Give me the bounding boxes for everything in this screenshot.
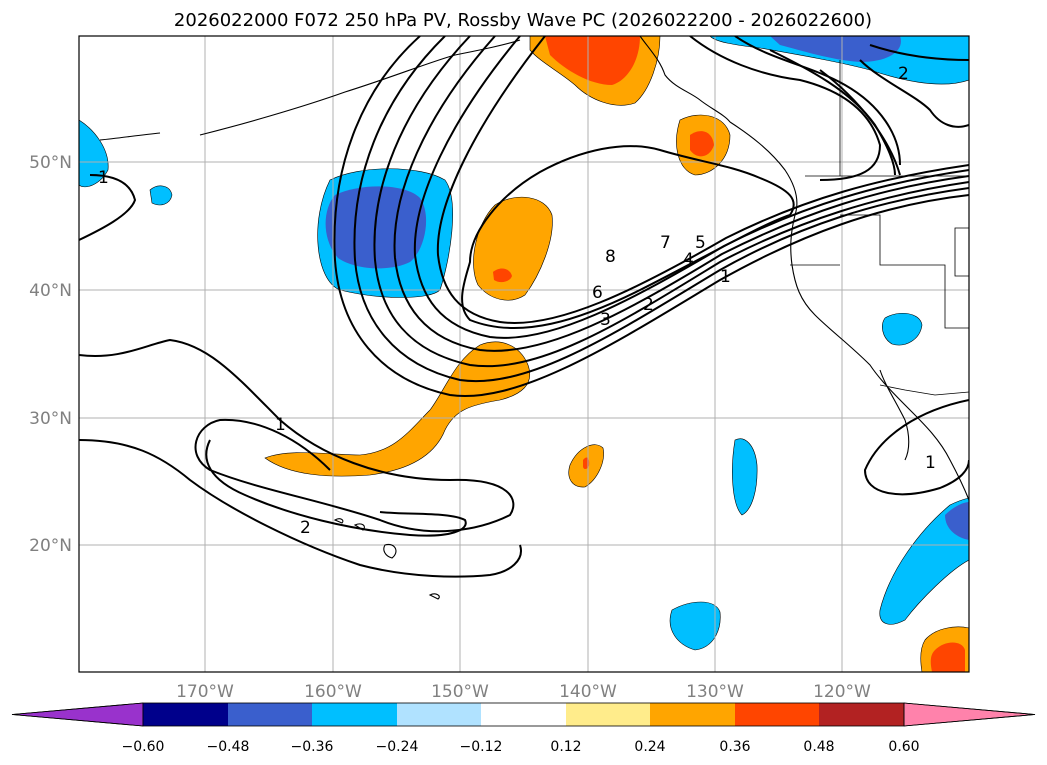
colorbar-swatch bbox=[819, 703, 904, 726]
pos-anomaly-central bbox=[473, 196, 553, 301]
pv-shading bbox=[79, 36, 969, 672]
colorbar-label: 0.48 bbox=[803, 739, 834, 755]
contour-label: 1 bbox=[720, 267, 731, 287]
colorbar-label: 0.12 bbox=[550, 739, 581, 755]
colorbar-label: −0.12 bbox=[460, 739, 503, 755]
political-borders bbox=[790, 60, 969, 396]
contour-label: 5 bbox=[695, 233, 706, 253]
contour-label: 2 bbox=[898, 64, 909, 84]
contour-label: 3 bbox=[600, 310, 611, 330]
contour-label: 1 bbox=[925, 453, 936, 473]
colorbar-swatch bbox=[481, 703, 566, 726]
contour-label: 4 bbox=[683, 250, 694, 270]
latitude-labels: 50°N 40°N 30°N 20°N bbox=[29, 153, 72, 556]
colorbar-frame bbox=[142, 702, 905, 727]
colorbar-arrow-low bbox=[11, 702, 144, 727]
colorbar-label: 0.36 bbox=[719, 739, 750, 755]
contour-label: 7 bbox=[660, 233, 671, 253]
contour-label: 2 bbox=[643, 295, 654, 315]
lon-label: 150°W bbox=[431, 682, 489, 702]
lon-label: 130°W bbox=[686, 682, 744, 702]
colorbar-label: −0.36 bbox=[291, 739, 334, 755]
lat-label: 50°N bbox=[29, 153, 72, 173]
neg-anomaly-subtropics-a bbox=[732, 438, 758, 516]
lon-label: 140°W bbox=[559, 682, 617, 702]
pv-contours bbox=[79, 36, 969, 578]
map-frame bbox=[78, 35, 970, 673]
coastlines bbox=[99, 36, 969, 600]
figure-title: 2026022000 F072 250 hPa PV, Rossby Wave … bbox=[174, 10, 872, 31]
colorbar-label: −0.60 bbox=[122, 739, 165, 755]
colorbar-label: 0.60 bbox=[888, 739, 919, 755]
colorbar-label: 0.24 bbox=[634, 739, 665, 755]
contour-labels: 1 2 3 4 5 6 7 8 1 2 2 1 1 bbox=[98, 64, 936, 538]
contour-label: 1 bbox=[275, 415, 286, 435]
colorbar-label: −0.48 bbox=[207, 739, 250, 755]
colorbar-swatch bbox=[650, 703, 735, 726]
colorbar: −0.60 −0.48 −0.36 −0.24 −0.12 0.12 0.24 … bbox=[11, 702, 1036, 755]
lat-label: 40°N bbox=[29, 281, 72, 301]
colorbar-swatch bbox=[735, 703, 819, 726]
lon-label: 160°W bbox=[304, 682, 362, 702]
contour-label: 2 bbox=[300, 518, 311, 538]
gridlines bbox=[79, 36, 969, 672]
neg-anomaly-top-right bbox=[709, 36, 969, 85]
contour-label: 8 bbox=[605, 247, 616, 267]
neg-anomaly-west-edge bbox=[79, 119, 109, 188]
longitude-labels: 170°W 160°W 150°W 140°W 130°W 120°W bbox=[176, 682, 871, 702]
contour-label: 1 bbox=[98, 168, 109, 188]
colorbar-swatch bbox=[312, 703, 397, 726]
lon-label: 120°W bbox=[813, 682, 871, 702]
lat-label: 30°N bbox=[29, 409, 72, 429]
lon-label: 170°W bbox=[176, 682, 234, 702]
colorbar-swatch bbox=[397, 703, 481, 726]
colorbar-swatch bbox=[143, 703, 228, 726]
colorbar-arrow-high bbox=[903, 702, 1036, 727]
colorbar-swatch bbox=[228, 703, 312, 726]
colorbar-label: −0.24 bbox=[376, 739, 419, 755]
contour-label: 6 bbox=[592, 283, 603, 303]
colorbar-swatch bbox=[566, 703, 650, 726]
map-area: 1 2 3 4 5 6 7 8 1 2 2 1 1 bbox=[79, 36, 969, 672]
lat-label: 20°N bbox=[29, 536, 72, 556]
neg-anomaly-baja bbox=[882, 312, 923, 346]
